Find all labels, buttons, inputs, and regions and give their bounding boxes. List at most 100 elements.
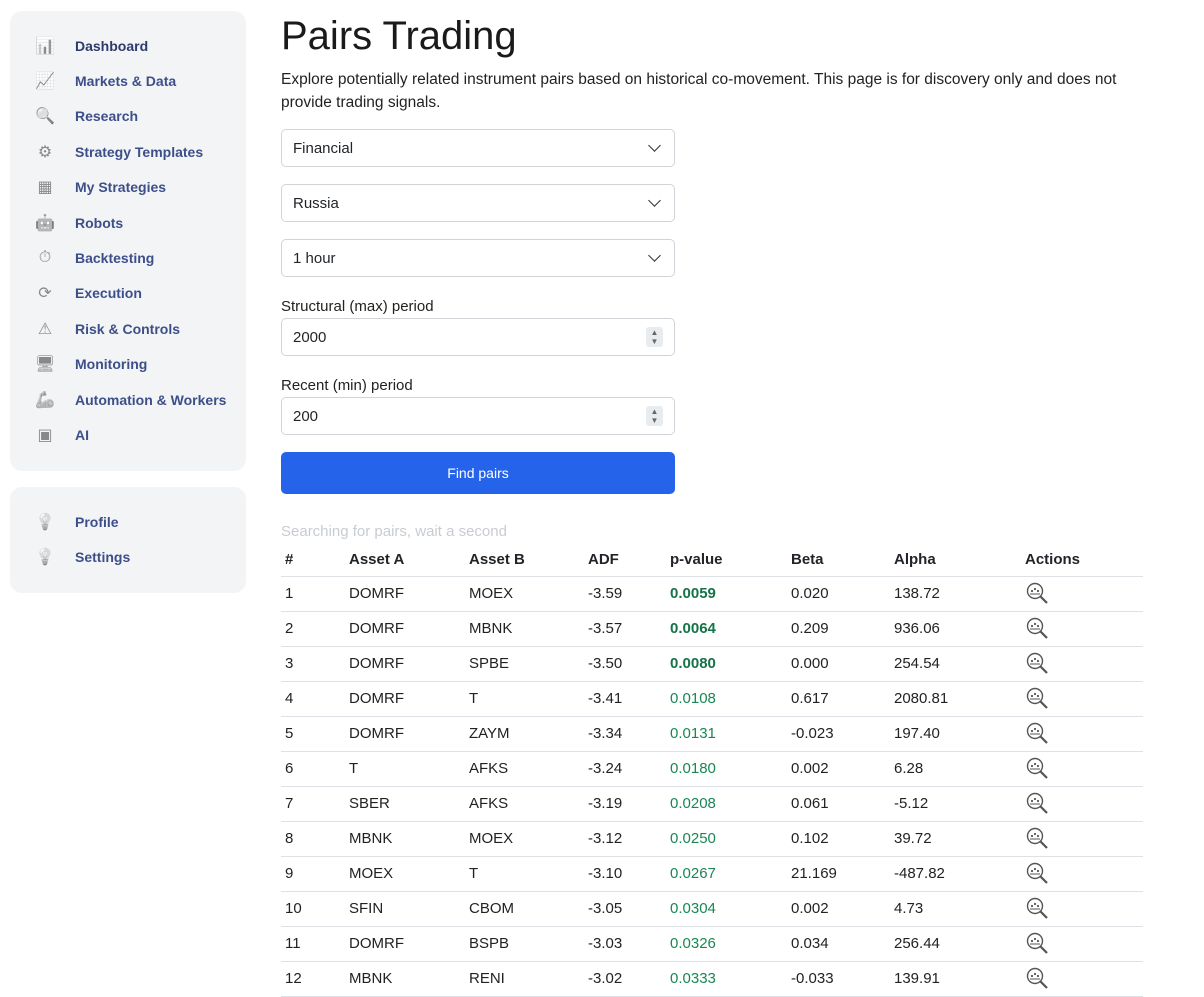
sidebar-item-risk-controls[interactable]: ⚠ Risk & Controls [10,311,246,346]
adf-cell: -3.10 [584,856,666,892]
sidebar-item-label: Risk & Controls [75,320,181,337]
p-value-cell: 0.0059 [666,576,787,612]
analyze-pair-magnifier-icon[interactable] [1025,897,1051,921]
asset-a-cell: DOMRF [345,576,465,612]
sidebar-item-research[interactable]: 🔍 Research [10,99,246,134]
adf-cell: -3.03 [584,926,666,962]
column-header-asset-a: Asset A [345,543,465,577]
whiteboard-icon: ▦ [37,179,53,197]
sidebar-item-label: Monitoring [75,356,148,373]
alpha-cell: -5.12 [890,786,1021,822]
chevron-down-icon [648,139,661,152]
actions-cell [1021,821,1143,857]
find-pairs-button[interactable]: Find pairs [281,452,675,494]
sidebar-item-strategy-templates[interactable]: ⚙ Strategy Templates [10,134,246,169]
analyze-pair-magnifier-icon[interactable] [1025,757,1051,781]
beta-cell: 0.061 [787,786,890,822]
actions-cell [1021,576,1143,612]
table-row: 11 DOMRF BSPB -3.03 0.0326 0.034 256.44 [281,926,1143,962]
lightbulb-icon: 💡 [35,513,55,531]
asset-a-cell: SBER [345,786,465,822]
alpha-cell: 197.40 [890,716,1021,752]
sidebar-item-label: Markets & Data [75,73,177,90]
template-gear-icon: ⚙ [37,143,53,161]
analyze-pair-magnifier-icon[interactable] [1025,792,1051,816]
sidebar-item-monitoring[interactable]: 🖥 Monitoring [10,347,246,382]
adf-cell: -3.34 [584,716,666,752]
analyze-pair-magnifier-icon[interactable] [1025,617,1051,641]
sidebar-item-label: Automation & Workers [75,391,227,408]
sidebar-item-settings[interactable]: 💡 Settings [10,539,246,574]
analyze-pair-magnifier-icon[interactable] [1025,967,1051,991]
analyze-pair-magnifier-icon[interactable] [1025,687,1051,711]
actions-cell [1021,961,1143,997]
beta-cell: 0.002 [787,891,890,927]
sidebar-item-ai[interactable]: ▣ AI [10,417,246,452]
sidebar-item-execution[interactable]: ⟳ Execution [10,276,246,311]
backtest-clock-icon: ⏱ [38,249,52,267]
asset-a-cell: DOMRF [345,926,465,962]
p-value-cell: 0.0108 [666,681,787,717]
sidebar-item-markets-data[interactable]: 📈 Markets & Data [10,63,246,98]
asset-b-cell: SPBE [465,646,584,682]
table-header-row: # Asset A Asset B ADF p-value Beta Alpha Action… [281,543,1143,577]
sidebar-item-label: AI [75,426,89,443]
spinner-icon[interactable]: ▲ ▼ [646,406,663,426]
page-title: Pairs Trading [281,14,517,58]
p-value-cell: 0.0180 [666,751,787,787]
row-number-cell: 6 [281,751,345,787]
sidebar-item-my-strategies[interactable]: ▦ My Strategies [10,170,246,205]
p-value-cell: 0.0250 [666,821,787,857]
sidebar-item-label: Robots [75,214,124,231]
table-row: 6 T AFKS -3.24 0.0180 0.002 6.28 [281,751,1143,787]
row-number-cell: 2 [281,611,345,647]
analyze-pair-magnifier-icon[interactable] [1025,827,1051,851]
adf-cell: -3.24 [584,751,666,787]
country-select[interactable]: Russia [281,184,675,222]
column-header-adf: ADF [584,543,666,577]
analyze-pair-magnifier-icon[interactable] [1025,722,1051,746]
p-value-cell: 0.0304 [666,891,787,927]
alpha-cell: 139.91 [890,961,1021,997]
asset-b-cell: MOEX [465,821,584,857]
beta-cell: 21.169 [787,856,890,892]
sidebar-item-robots[interactable]: 🤖 Robots [10,205,246,240]
alpha-cell: 138.72 [890,576,1021,612]
actions-cell [1021,611,1143,647]
sidebar-item-profile[interactable]: 💡 Profile [10,504,246,539]
asset-b-cell: CBOM [465,891,584,927]
sidebar-item-dashboard[interactable]: 📊 Dashboard [10,28,246,63]
column-header-asset-b: Asset B [465,543,584,577]
adf-cell: -3.02 [584,961,666,997]
risk-warning-icon: ⚠ [37,320,53,338]
analyze-pair-magnifier-icon[interactable] [1025,582,1051,606]
p-value-cell: 0.0208 [666,786,787,822]
alpha-cell: 39.72 [890,821,1021,857]
sidebar-item-label: Settings [75,549,131,566]
sidebar-item-backtesting[interactable]: ⏱ Backtesting [10,240,246,275]
structural-period-label: Structural (max) period [281,298,434,315]
execution-cycle-icon: ⟳ [38,285,52,303]
structural-period-input[interactable]: 2000 ▲ ▼ [281,318,675,356]
row-number-cell: 3 [281,646,345,682]
timeframe-select[interactable]: 1 hour [281,239,675,277]
recent-period-input[interactable]: 200 ▲ ▼ [281,397,675,435]
alpha-cell: 4.73 [890,891,1021,927]
analyze-pair-magnifier-icon[interactable] [1025,862,1051,886]
search-status: Searching for pairs, wait a second [281,523,507,540]
asset-b-cell: ZAYM [465,716,584,752]
table-row: 5 DOMRF ZAYM -3.34 0.0131 -0.023 197.40 [281,716,1143,752]
sector-select[interactable]: Financial [281,129,675,167]
row-number-cell: 12 [281,961,345,997]
adf-cell: -3.41 [584,681,666,717]
analyze-pair-magnifier-icon[interactable] [1025,652,1051,676]
table-row: 9 MOEX T -3.10 0.0267 21.169 -487.82 [281,856,1143,892]
alpha-cell: 6.28 [890,751,1021,787]
structural-period-value: 2000 [293,328,327,346]
analyze-pair-magnifier-icon[interactable] [1025,932,1051,956]
row-number-cell: 5 [281,716,345,752]
spinner-icon[interactable]: ▲ ▼ [646,327,663,347]
sidebar-item-automation-workers[interactable]: 🦾 Automation & Workers [10,382,246,417]
beta-cell: 0.617 [787,681,890,717]
timeframe-value: 1 hour [293,249,336,267]
